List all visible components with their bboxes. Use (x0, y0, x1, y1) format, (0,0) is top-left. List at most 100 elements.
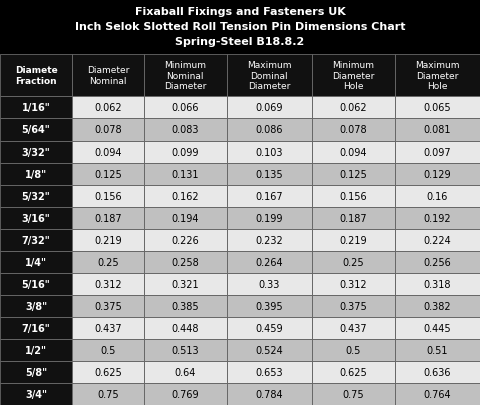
Text: 0.187: 0.187 (94, 213, 122, 223)
Bar (72, 185, 144, 207)
Bar (144, 339, 227, 361)
Bar (395, 97, 480, 119)
Bar (144, 141, 227, 163)
Text: 0.16: 0.16 (427, 191, 448, 201)
Text: 0.51: 0.51 (427, 345, 448, 355)
Bar (312, 185, 395, 207)
Bar (312, 295, 395, 317)
Bar (72, 163, 144, 185)
Text: 0.097: 0.097 (423, 147, 451, 157)
Bar (144, 273, 227, 295)
Text: 0.653: 0.653 (255, 367, 283, 377)
Bar (0, 361, 72, 383)
Bar (0, 317, 72, 339)
Bar (72, 119, 144, 141)
Bar (72, 163, 144, 185)
Bar (227, 207, 312, 229)
Text: Fixaball Fixings and Fasteners UK: Fixaball Fixings and Fasteners UK (134, 7, 346, 17)
Bar (72, 339, 144, 361)
Text: 0.25: 0.25 (97, 257, 119, 267)
Bar (144, 251, 227, 273)
Bar (72, 207, 144, 229)
Text: 0.192: 0.192 (423, 213, 451, 223)
Bar (395, 317, 480, 339)
Text: 0.219: 0.219 (339, 235, 367, 245)
Bar (312, 273, 395, 295)
Bar (395, 295, 480, 317)
Text: Maximum
Diameter
Hole: Maximum Diameter Hole (415, 61, 459, 91)
Bar (395, 207, 480, 229)
Text: 0.135: 0.135 (255, 169, 283, 179)
Bar (395, 207, 480, 229)
Bar (395, 185, 480, 207)
Bar (395, 229, 480, 251)
Bar (227, 295, 312, 317)
Bar (0, 97, 72, 119)
Bar (227, 251, 312, 273)
Text: 0.129: 0.129 (423, 169, 451, 179)
Text: Diamete
Fraction: Diamete Fraction (14, 66, 58, 85)
Text: 3/8": 3/8" (25, 301, 47, 311)
Text: 7/32": 7/32" (22, 235, 50, 245)
Bar (312, 361, 395, 383)
Bar (312, 339, 395, 361)
Bar (72, 229, 144, 251)
Text: 0.062: 0.062 (339, 103, 367, 113)
Bar (0, 207, 72, 229)
Bar (0, 339, 72, 361)
Text: 0.099: 0.099 (171, 147, 199, 157)
Bar (227, 273, 312, 295)
Text: 0.131: 0.131 (171, 169, 199, 179)
Bar (312, 119, 395, 141)
Text: 1/4": 1/4" (25, 257, 47, 267)
Bar (395, 251, 480, 273)
Bar (72, 295, 144, 317)
Text: 0.318: 0.318 (423, 279, 451, 289)
Bar (227, 229, 312, 251)
Text: 0.25: 0.25 (343, 257, 364, 267)
Text: 0.5: 0.5 (346, 345, 361, 355)
Text: Inch Selok Slotted Roll Tension Pin Dimensions Chart: Inch Selok Slotted Roll Tension Pin Dime… (75, 22, 405, 32)
Bar (72, 141, 144, 163)
Bar (72, 383, 144, 405)
Text: 0.75: 0.75 (343, 389, 364, 399)
Bar (395, 55, 480, 97)
Bar (144, 295, 227, 317)
Bar (0, 317, 72, 339)
Bar (0, 361, 72, 383)
Text: 5/32": 5/32" (22, 191, 50, 201)
Bar (312, 229, 395, 251)
Bar (395, 141, 480, 163)
Text: 0.069: 0.069 (255, 103, 283, 113)
Text: 0.513: 0.513 (171, 345, 199, 355)
Text: 0.226: 0.226 (171, 235, 199, 245)
Bar (144, 141, 227, 163)
Bar (144, 207, 227, 229)
Bar (144, 295, 227, 317)
Text: 0.445: 0.445 (423, 323, 451, 333)
Text: 0.062: 0.062 (94, 103, 122, 113)
Text: 0.125: 0.125 (94, 169, 122, 179)
Text: 0.232: 0.232 (255, 235, 283, 245)
Bar (72, 119, 144, 141)
Text: 0.385: 0.385 (171, 301, 199, 311)
Text: 0.103: 0.103 (255, 147, 283, 157)
Bar (227, 383, 312, 405)
Bar (227, 361, 312, 383)
Bar (312, 317, 395, 339)
Bar (0, 185, 72, 207)
Bar (395, 55, 480, 97)
Bar (72, 383, 144, 405)
Bar (395, 383, 480, 405)
Bar (227, 97, 312, 119)
Bar (312, 361, 395, 383)
Text: 0.094: 0.094 (339, 147, 367, 157)
Bar (72, 97, 144, 119)
Bar (0, 141, 72, 163)
Bar (395, 119, 480, 141)
Bar (227, 119, 312, 141)
Text: 0.375: 0.375 (94, 301, 122, 311)
Bar (0, 383, 72, 405)
Bar (312, 339, 395, 361)
Bar (0, 295, 72, 317)
